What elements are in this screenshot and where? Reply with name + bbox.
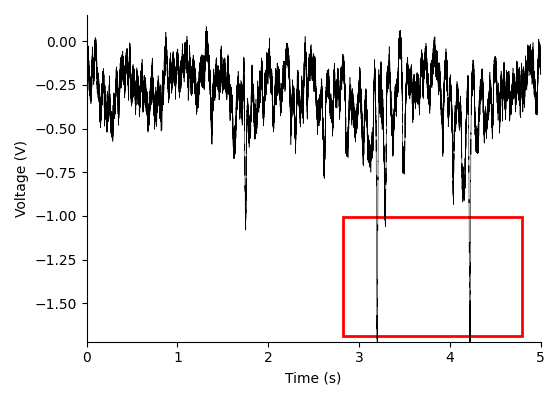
Y-axis label: Voltage (V): Voltage (V) (15, 140, 29, 217)
Bar (343, 217, 522, 336)
X-axis label: Time (s): Time (s) (286, 371, 342, 385)
